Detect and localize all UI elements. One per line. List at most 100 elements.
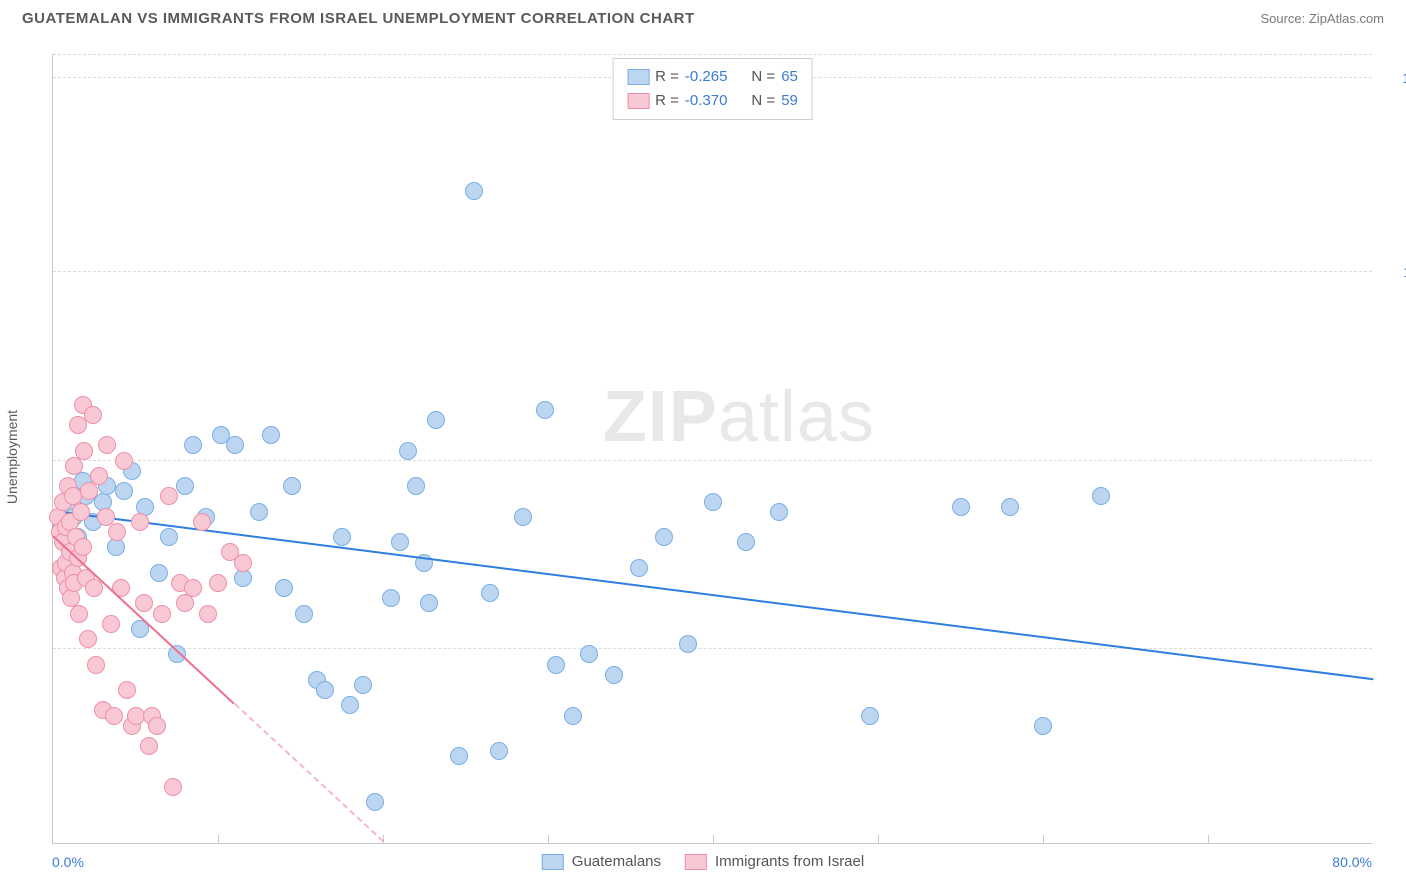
data-point — [407, 477, 425, 495]
chart-title: GUATEMALAN VS IMMIGRANTS FROM ISRAEL UNE… — [22, 10, 695, 27]
data-point — [108, 523, 126, 541]
data-point — [209, 574, 227, 592]
r-label: R = — [655, 65, 679, 89]
data-point — [427, 411, 445, 429]
data-point — [98, 436, 116, 454]
x-tick-mark — [548, 835, 549, 843]
trend-line — [234, 704, 384, 843]
data-point — [115, 452, 133, 470]
series-swatch-icon — [542, 854, 564, 870]
r-label: R = — [655, 89, 679, 113]
legend-item: Guatemalans — [542, 853, 661, 870]
y-axis-label: Unemployment — [4, 410, 20, 504]
x-tick-mark — [1043, 835, 1044, 843]
x-tick-mark — [713, 835, 714, 843]
data-point — [283, 477, 301, 495]
data-point — [952, 498, 970, 516]
data-point — [399, 442, 417, 460]
data-point — [150, 564, 168, 582]
watermark-bold: ZIP — [603, 377, 718, 457]
data-point — [135, 594, 153, 612]
y-tick-label: 15.0% — [1382, 70, 1406, 86]
grid-line — [53, 648, 1372, 649]
data-point — [140, 737, 158, 755]
data-point — [148, 717, 166, 735]
y-tick-label: 7.5% — [1382, 453, 1406, 469]
series-swatch-icon — [685, 854, 707, 870]
x-axis-min-label: 0.0% — [52, 854, 84, 870]
data-point — [184, 579, 202, 597]
data-point — [70, 605, 88, 623]
series-swatch-icon — [627, 93, 649, 109]
data-point — [316, 681, 334, 699]
data-point — [295, 605, 313, 623]
data-point — [1034, 717, 1052, 735]
data-point — [1092, 487, 1110, 505]
r-value: -0.370 — [685, 89, 728, 113]
data-point — [131, 513, 149, 531]
data-point — [74, 538, 92, 556]
series-label: Guatemalans — [572, 853, 661, 870]
data-point — [770, 503, 788, 521]
data-point — [105, 707, 123, 725]
x-axis-max-label: 80.0% — [1332, 854, 1372, 870]
data-point — [127, 707, 145, 725]
data-point — [118, 681, 136, 699]
data-point — [72, 503, 90, 521]
data-point — [547, 656, 565, 674]
data-point — [704, 493, 722, 511]
data-point — [87, 656, 105, 674]
data-point — [75, 442, 93, 460]
data-point — [333, 528, 351, 546]
data-point — [514, 508, 532, 526]
legend-row: R = -0.265 N = 65 — [627, 65, 798, 89]
x-tick-mark — [218, 835, 219, 843]
data-point — [275, 579, 293, 597]
trend-line — [53, 510, 1373, 680]
x-tick-mark — [1208, 835, 1209, 843]
data-point — [164, 778, 182, 796]
data-point — [536, 401, 554, 419]
source-attribution: Source: ZipAtlas.com — [1260, 11, 1384, 26]
data-point — [580, 645, 598, 663]
grid-line — [53, 271, 1372, 272]
n-value: 59 — [781, 89, 798, 113]
grid-line — [53, 460, 1372, 461]
data-point — [160, 528, 178, 546]
data-point — [97, 508, 115, 526]
data-point — [1001, 498, 1019, 516]
plot-area: ZIPatlas R = -0.265 N = 65 R = -0.370 N … — [52, 54, 1372, 844]
data-point — [153, 605, 171, 623]
data-point — [199, 605, 217, 623]
data-point — [193, 513, 211, 531]
data-point — [79, 630, 97, 648]
data-point — [115, 482, 133, 500]
data-point — [262, 426, 280, 444]
data-point — [605, 666, 623, 684]
correlation-legend: R = -0.265 N = 65 R = -0.370 N = 59 — [612, 58, 813, 120]
data-point — [465, 182, 483, 200]
watermark: ZIPatlas — [603, 376, 875, 458]
data-point — [450, 747, 468, 765]
data-point — [176, 477, 194, 495]
data-point — [382, 589, 400, 607]
series-legend: Guatemalans Immigrants from Israel — [542, 853, 864, 870]
data-point — [226, 436, 244, 454]
data-point — [234, 554, 252, 572]
n-label: N = — [751, 89, 775, 113]
data-point — [80, 482, 98, 500]
x-tick-mark — [878, 835, 879, 843]
data-point — [564, 707, 582, 725]
data-point — [861, 707, 879, 725]
y-tick-label: 11.2% — [1382, 264, 1406, 280]
chart-container: Unemployment ZIPatlas R = -0.265 N = 65 … — [22, 42, 1384, 872]
data-point — [630, 559, 648, 577]
r-value: -0.265 — [685, 65, 728, 89]
data-point — [420, 594, 438, 612]
n-value: 65 — [781, 65, 798, 89]
data-point — [84, 406, 102, 424]
data-point — [481, 584, 499, 602]
series-swatch-icon — [627, 69, 649, 85]
data-point — [391, 533, 409, 551]
data-point — [490, 742, 508, 760]
